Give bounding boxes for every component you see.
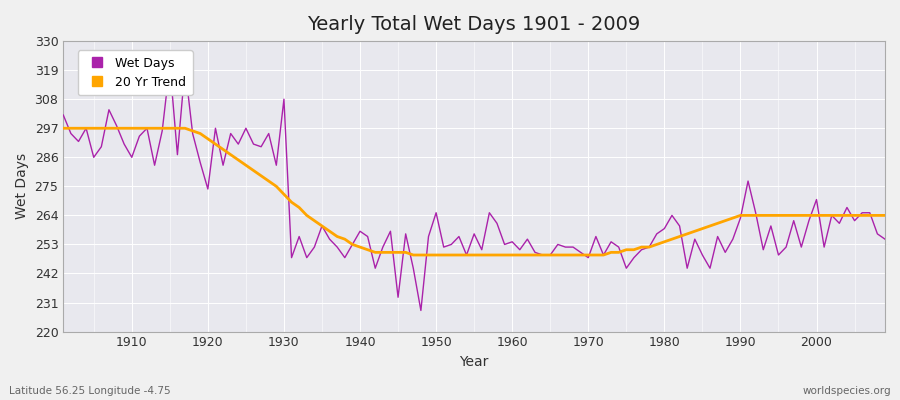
X-axis label: Year: Year	[460, 355, 489, 369]
Legend: Wet Days, 20 Yr Trend: Wet Days, 20 Yr Trend	[77, 50, 193, 95]
Text: worldspecies.org: worldspecies.org	[803, 386, 891, 396]
Text: Latitude 56.25 Longitude -4.75: Latitude 56.25 Longitude -4.75	[9, 386, 171, 396]
Title: Yearly Total Wet Days 1901 - 2009: Yearly Total Wet Days 1901 - 2009	[308, 15, 641, 34]
Y-axis label: Wet Days: Wet Days	[15, 153, 29, 220]
